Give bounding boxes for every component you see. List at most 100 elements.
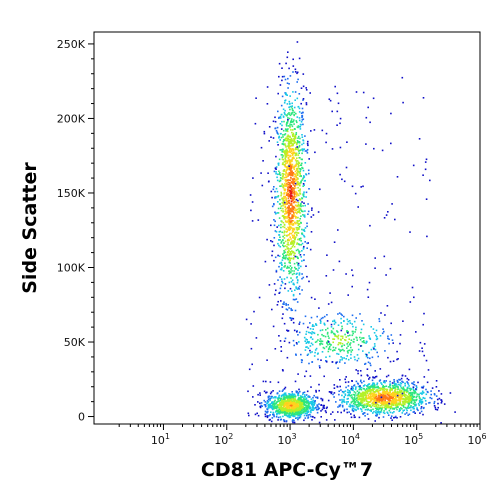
- event-point: [297, 137, 299, 139]
- event-point: [282, 389, 284, 391]
- event-point: [277, 164, 280, 166]
- event-point: [369, 337, 371, 340]
- event-point: [408, 387, 411, 390]
- event-point: [285, 197, 287, 199]
- event-point: [290, 150, 293, 152]
- event-point: [425, 403, 427, 405]
- event-point: [296, 160, 299, 162]
- event-point: [287, 400, 290, 403]
- event-point: [385, 388, 387, 390]
- event-point: [296, 404, 299, 407]
- event-point: [295, 112, 297, 115]
- event-point: [395, 407, 397, 409]
- event-point: [375, 395, 378, 398]
- event-point: [290, 138, 292, 141]
- event-point: [303, 414, 306, 417]
- event-point: [283, 400, 285, 402]
- event-point: [350, 346, 352, 349]
- event-point: [288, 254, 290, 256]
- event-point: [284, 386, 287, 389]
- event-point: [279, 179, 282, 182]
- event-point: [319, 338, 322, 340]
- event-point: [298, 175, 301, 177]
- event-point: [363, 392, 366, 394]
- event-point: [286, 168, 288, 171]
- event-point: [278, 158, 281, 161]
- event-point: [292, 129, 294, 131]
- event-point: [301, 158, 303, 161]
- event-point: [307, 342, 310, 344]
- event-point: [289, 125, 291, 127]
- event-point: [266, 415, 269, 417]
- event-point: [306, 407, 308, 410]
- event-point: [282, 134, 284, 136]
- event-point: [281, 220, 283, 223]
- event-point: [308, 188, 310, 190]
- event-point: [288, 106, 290, 109]
- event-point: [311, 333, 313, 335]
- event-point: [274, 167, 277, 170]
- event-point: [283, 395, 285, 398]
- event-point: [294, 68, 297, 71]
- event-point: [282, 398, 285, 401]
- event-point: [293, 191, 295, 193]
- event-point: [373, 402, 375, 404]
- event-point: [341, 335, 344, 338]
- event-point: [296, 178, 298, 180]
- event-point: [310, 411, 312, 414]
- event-point: [303, 191, 305, 193]
- event-point: [292, 196, 295, 198]
- event-point: [286, 243, 289, 246]
- event-point: [402, 406, 405, 408]
- event-point: [294, 137, 297, 140]
- event-point: [365, 342, 367, 344]
- event-point: [289, 190, 292, 193]
- event-point: [257, 401, 259, 403]
- event-point: [357, 403, 359, 406]
- event-point: [292, 184, 295, 186]
- event-point: [402, 394, 404, 397]
- event-point: [295, 413, 298, 416]
- event-point: [401, 392, 404, 395]
- event-point: [301, 197, 304, 200]
- event-point: [285, 402, 287, 404]
- event-point: [293, 123, 295, 125]
- event-point: [360, 328, 363, 331]
- event-point: [318, 365, 321, 367]
- event-point: [404, 406, 407, 409]
- event-point: [341, 390, 344, 393]
- event-point: [286, 253, 289, 256]
- event-point: [296, 411, 299, 414]
- event-point: [282, 186, 285, 189]
- event-point: [296, 330, 298, 332]
- event-point: [372, 383, 374, 385]
- event-point: [340, 345, 343, 348]
- event-point: [297, 154, 300, 156]
- event-point: [294, 141, 297, 143]
- event-point: [362, 350, 364, 352]
- event-point: [348, 393, 350, 396]
- event-point: [277, 381, 280, 384]
- event-point: [273, 203, 275, 205]
- event-point: [307, 416, 310, 418]
- event-point: [371, 394, 374, 397]
- event-point: [347, 401, 349, 403]
- event-point: [300, 112, 303, 114]
- event-point: [313, 407, 316, 410]
- event-point: [286, 406, 289, 408]
- event-point: [287, 193, 289, 196]
- event-point: [292, 207, 294, 209]
- event-point: [399, 385, 402, 387]
- event-point: [297, 204, 300, 206]
- event-point: [411, 286, 414, 289]
- event-point: [281, 401, 284, 403]
- event-point: [350, 353, 352, 356]
- event-point: [311, 409, 314, 411]
- event-point: [333, 396, 335, 398]
- event-point: [375, 386, 378, 388]
- event-point: [295, 154, 298, 156]
- event-point: [367, 296, 370, 298]
- event-point: [287, 409, 290, 411]
- event-point: [287, 244, 290, 246]
- event-point: [281, 403, 283, 406]
